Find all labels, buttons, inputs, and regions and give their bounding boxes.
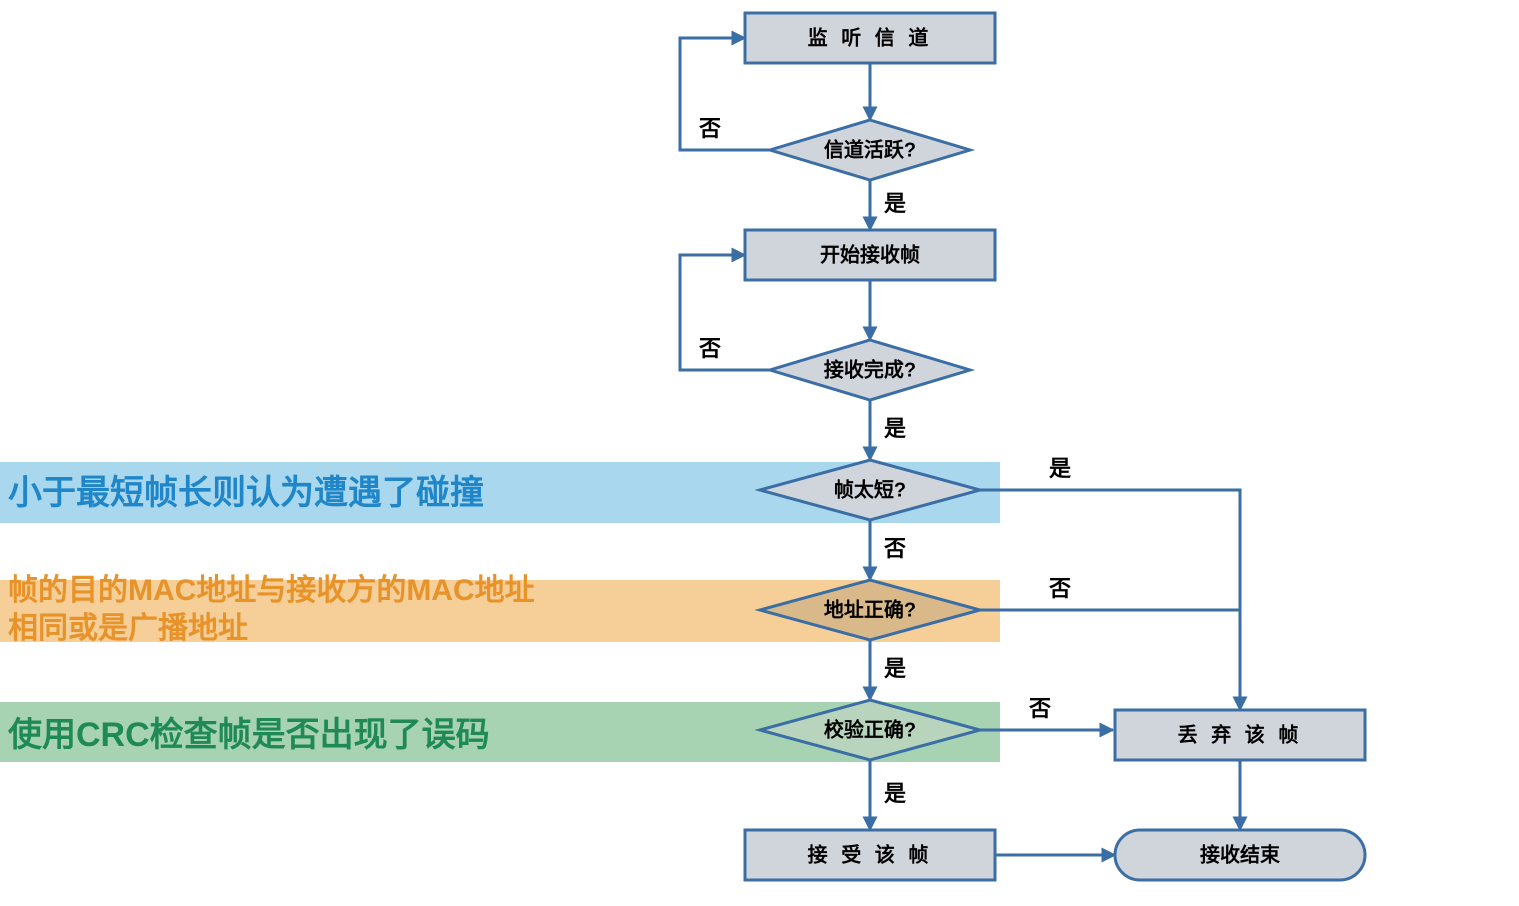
- node-d5: 校验正确?: [760, 700, 980, 760]
- edge-label: 是: [884, 781, 906, 806]
- edge-label: 是: [884, 191, 906, 216]
- node-label-d3: 帧太短?: [834, 477, 906, 501]
- node-label-d5: 校验正确?: [824, 717, 916, 741]
- highlight-text-h2: 帧的目的MAC地址与接收方的MAC地址 相同或是广播地址: [8, 572, 535, 647]
- node-label-d4: 地址正确?: [824, 597, 916, 621]
- node-t1: 接收结束: [1115, 830, 1365, 880]
- highlight-text-h3: 使用CRC检查帧是否出现了误码: [8, 714, 490, 757]
- node-d1: 信道活跃?: [770, 120, 970, 180]
- node-n1: 监 听 信 道: [745, 13, 995, 63]
- edge-label: 否: [1028, 696, 1051, 721]
- edge-label: 否: [698, 116, 721, 141]
- node-d4: 地址正确?: [760, 580, 980, 640]
- node-label-n1: 监 听 信 道: [808, 25, 933, 49]
- edge-label: 是: [1049, 456, 1071, 481]
- node-label-n3: 接 受 该 帧: [808, 842, 933, 866]
- edge-label: 是: [884, 656, 906, 681]
- highlight-text-h1: 小于最短帧长则认为遭遇了碰撞: [8, 472, 484, 515]
- node-d2: 接收完成?: [770, 340, 970, 400]
- node-d3: 帧太短?: [760, 460, 980, 520]
- node-n4: 丢 弃 该 帧: [1115, 710, 1365, 760]
- node-label-n4: 丢 弃 该 帧: [1178, 722, 1303, 746]
- nodes-layer: 监 听 信 道信道活跃? 开始接收帧接收完成? 帧太短? 地址正确? 校验正确? 接 受 …: [745, 13, 1365, 880]
- edge-label: 否: [1048, 576, 1071, 601]
- edge-label: 否: [698, 336, 721, 361]
- edge-label: 否: [883, 536, 906, 561]
- node-label-n2: 开始接收帧: [820, 242, 920, 266]
- node-label-t1: 接收结束: [1200, 842, 1281, 866]
- edge-label: 是: [884, 416, 906, 441]
- node-n2: 开始接收帧: [745, 230, 995, 280]
- node-label-d2: 接收完成?: [824, 357, 916, 381]
- edge-d3-j1: [980, 490, 1240, 610]
- flowchart-canvas: 是否是否否是是否是否监 听 信 道信道活跃?开始接收帧接收完成?帧太短?地址正确…: [0, 0, 1519, 906]
- node-n3: 接 受 该 帧: [745, 830, 995, 880]
- node-label-d1: 信道活跃?: [824, 137, 916, 161]
